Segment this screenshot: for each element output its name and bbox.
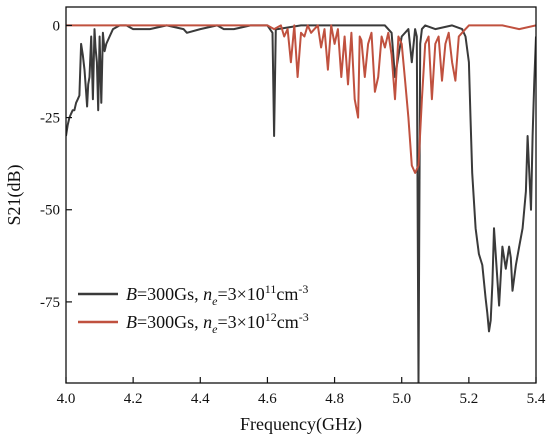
plot-frame [65,6,537,384]
series-line-2 [66,24,536,174]
x-tick-label: 5.2 [459,391,478,407]
x-tick-label: 4.6 [258,391,277,407]
y-tick-label: -25 [40,111,60,127]
x-tick-label: 4.0 [57,391,76,407]
legend-label-2: B=300Gs, ne=3×1012cm-3 [126,310,309,336]
legend-label-1: B=300Gs, ne=3×1011cm-3 [126,282,308,308]
ticks-layer: 4.0 4.2 4.4 4.6 4.8 5.0 5.2 5.4 0 -25 -50 -75 [40,18,546,407]
y-tick-label: -50 [40,203,60,219]
x-tick-label: 4.4 [191,391,210,407]
series-layer [66,24,536,383]
y-tick-label: -75 [40,295,60,311]
x-tick-label: 4.2 [124,391,143,407]
x-tick-label: 4.8 [325,391,344,407]
y-tick-label: 0 [53,18,61,34]
x-tick-label: 5.0 [392,391,411,407]
legend: B=300Gs, ne=3×1011cm-3B=300Gs, ne=3×1012… [78,282,309,336]
y-axis-label: S21(dB) [4,164,25,225]
x-tick-label: 5.4 [527,391,546,407]
x-axis-label: Frequency(GHz) [240,414,362,435]
